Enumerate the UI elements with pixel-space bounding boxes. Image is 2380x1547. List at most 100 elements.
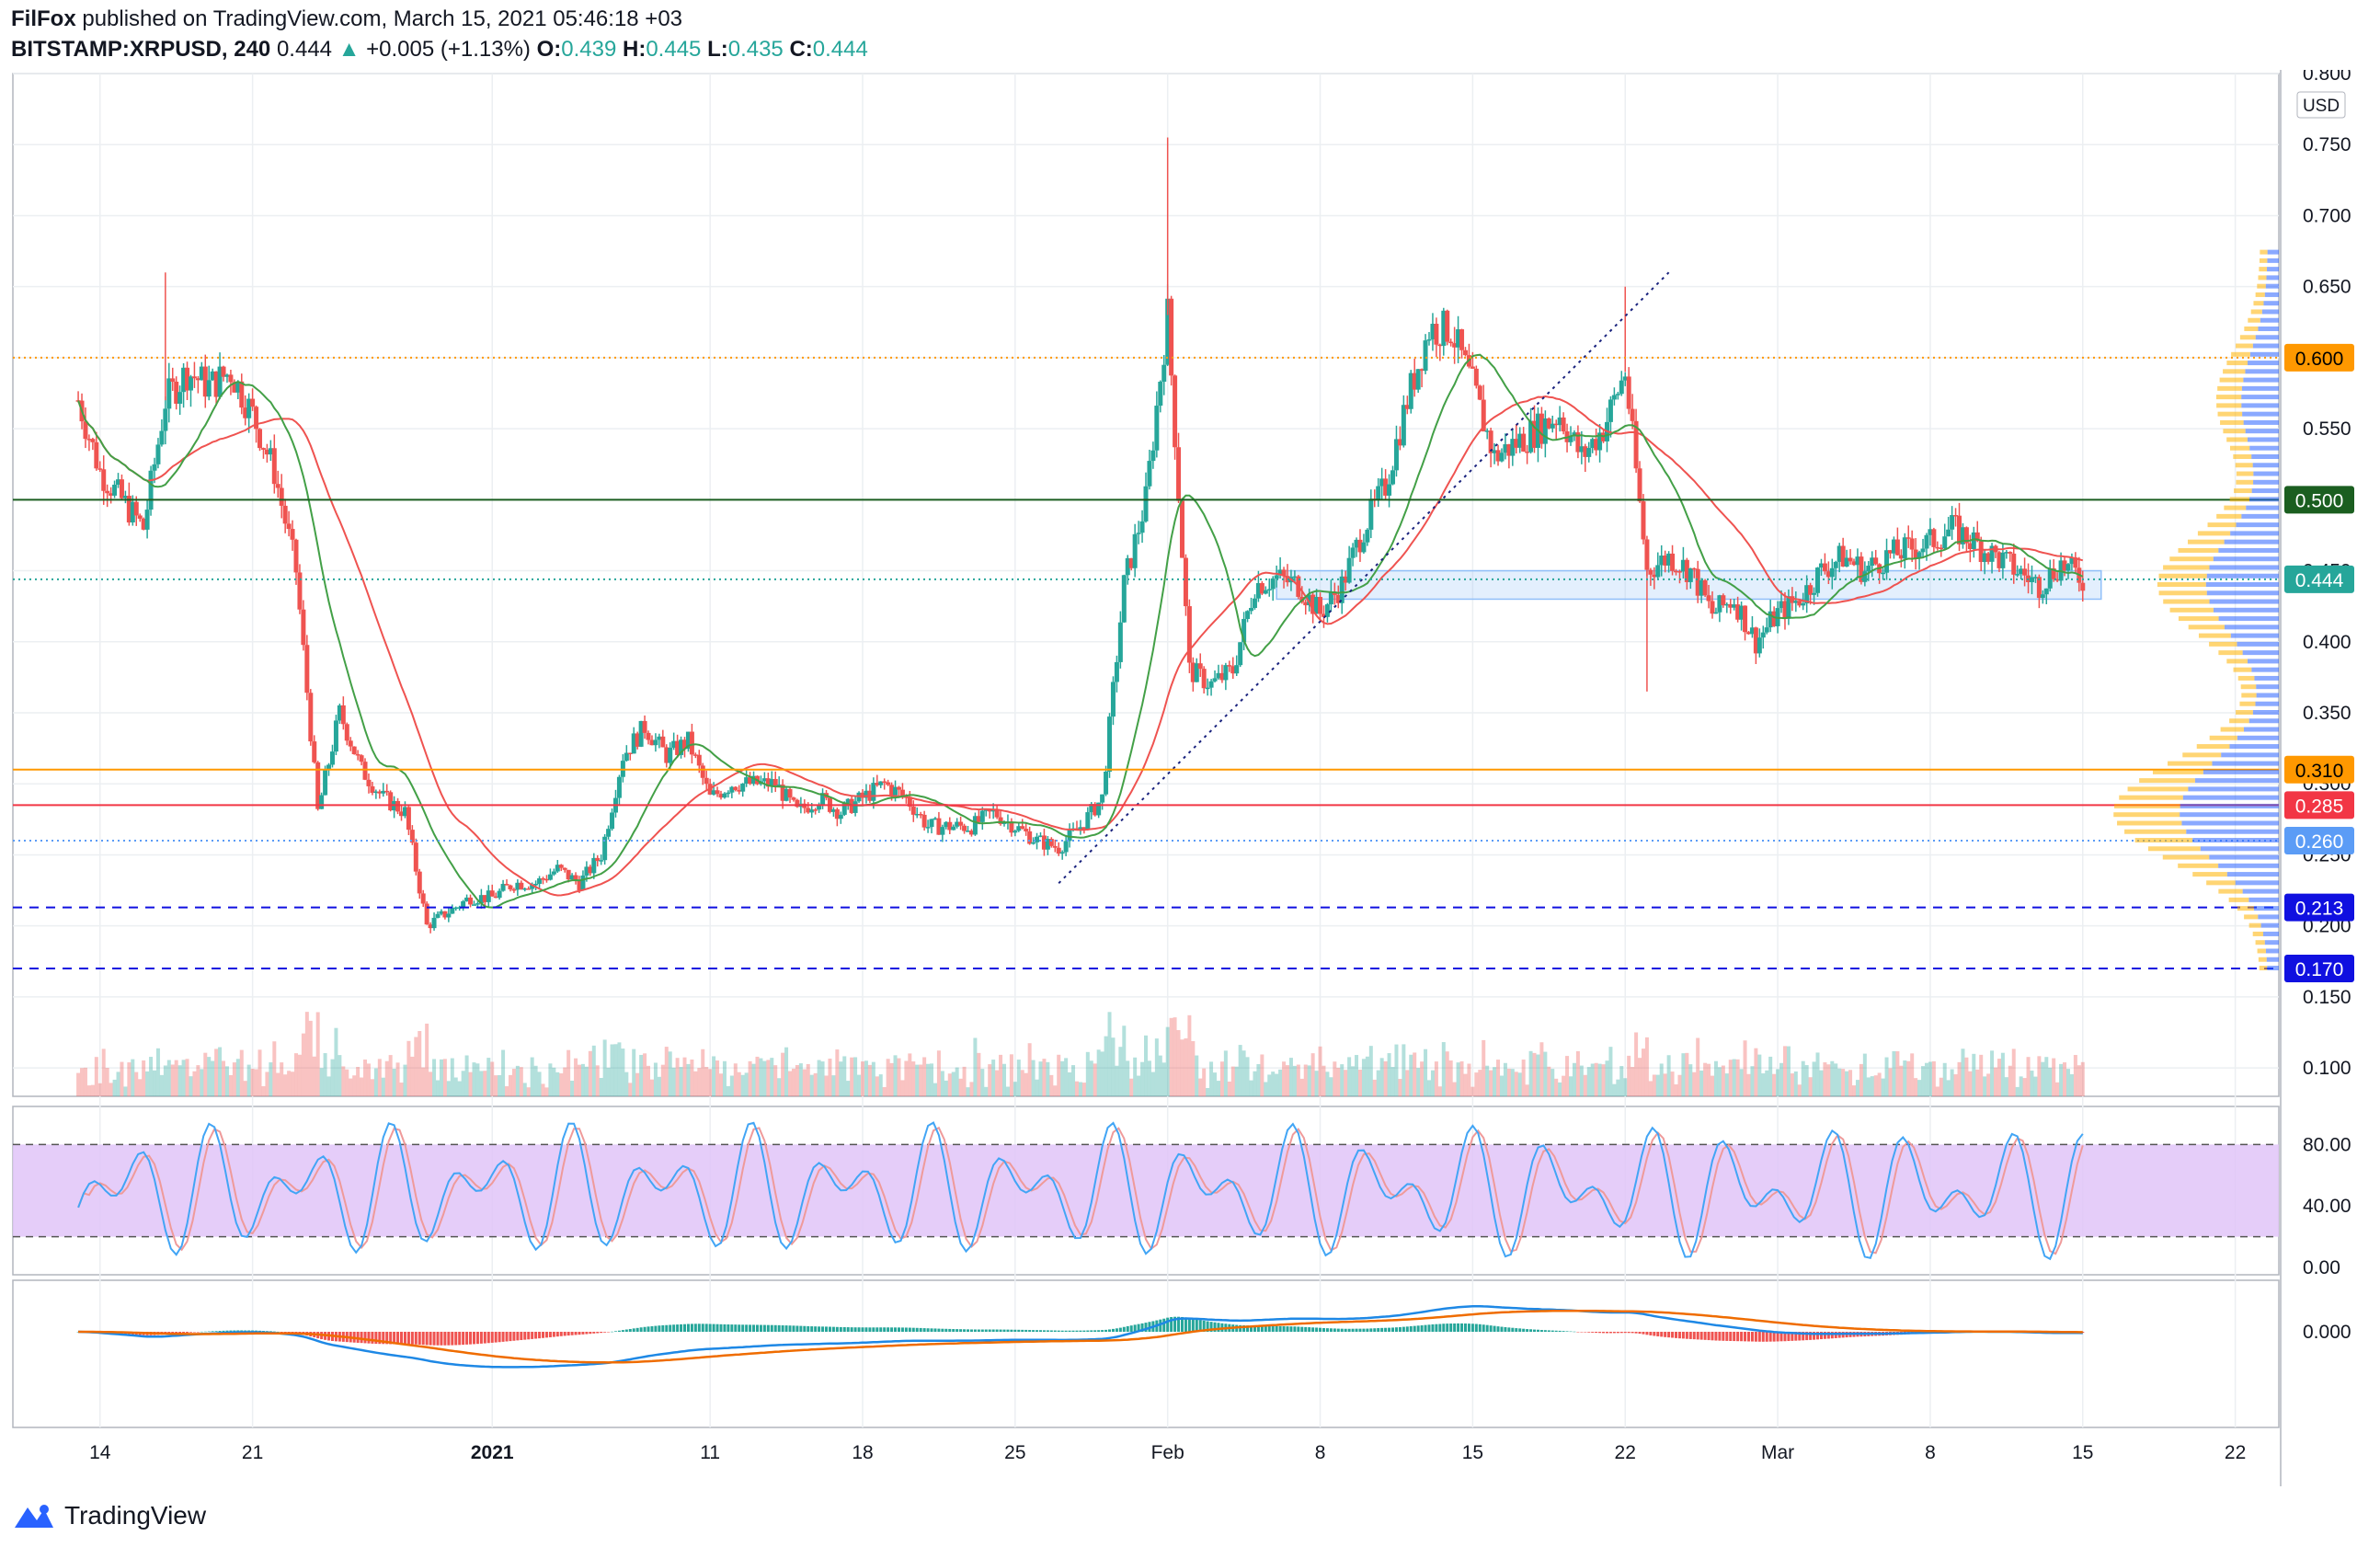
volume-profile-bar [2258, 327, 2279, 331]
volume-bar [1260, 1054, 1264, 1096]
volume-bar [2080, 1061, 2085, 1096]
macd-histogram-bar [1006, 1329, 1010, 1332]
volume-bar [1325, 1071, 1330, 1096]
macd-histogram-bar [498, 1332, 501, 1343]
volume-bar [377, 1059, 382, 1096]
macd-histogram-bar [1598, 1332, 1602, 1334]
candle-body [406, 807, 411, 831]
volume-bar [1939, 1077, 1943, 1096]
candle-body [1909, 538, 1915, 550]
macd-histogram-bar [229, 1330, 233, 1332]
macd-histogram-bar [1391, 1327, 1395, 1332]
candle-body [533, 883, 539, 886]
volume-bar [1815, 1052, 1820, 1096]
candle-body [998, 817, 1003, 824]
candle-body [1997, 552, 2002, 568]
volume-bar [1765, 1070, 1769, 1096]
candle-body [424, 903, 429, 925]
volume-bar [704, 1067, 709, 1096]
volume-profile-bar [2213, 607, 2279, 613]
volume-bar [1884, 1057, 1889, 1096]
volume-bar [1093, 1063, 1097, 1096]
volume-bar [740, 1074, 745, 1096]
candle-body [1848, 557, 1853, 562]
y-tick-label: 0.700 [2303, 205, 2351, 226]
volume-bar [668, 1051, 672, 1096]
volume-bar [682, 1057, 687, 1096]
candle-body [566, 869, 571, 880]
candle-body [282, 505, 288, 524]
volume-bar [1779, 1062, 1784, 1096]
macd-histogram-bar [1118, 1327, 1122, 1332]
candle-body [1125, 557, 1130, 576]
candle-body [1114, 661, 1119, 682]
volume-bar [1184, 1037, 1188, 1096]
volume-bar [2026, 1057, 2031, 1096]
macd-histogram-bar [1608, 1332, 1612, 1334]
macd-histogram-bar [1049, 1330, 1053, 1332]
volume-bar [1144, 1035, 1148, 1096]
volume-bar [1456, 1062, 1460, 1096]
macd-histogram-bar [1507, 1327, 1511, 1332]
candle-body [126, 496, 132, 523]
macd-histogram-bar [1776, 1332, 1779, 1342]
volume-bar [1627, 1055, 1631, 1096]
volume-bar [1663, 1073, 1667, 1096]
candle-body [116, 479, 121, 485]
candle-body [1550, 423, 1555, 429]
volume-bar [563, 1067, 567, 1096]
macd-histogram-bar [959, 1329, 963, 1332]
candle-body [921, 814, 927, 828]
price-chart[interactable]: 14 21 2021 11 18 25 Feb 8 15 22 Mar 8 15 220.8000.750… [0, 70, 2380, 1486]
candle-body [217, 366, 223, 397]
candle-body [599, 860, 604, 862]
volume-bar [406, 1040, 411, 1096]
macd-histogram-bar [908, 1327, 911, 1332]
volume-profile-bar [2237, 641, 2279, 647]
volume-profile-bar [2245, 369, 2279, 374]
volume-profile-bar [2237, 735, 2279, 740]
macd-histogram-bar [777, 1324, 781, 1332]
volume-profile-bar [2192, 838, 2279, 842]
volume-profile-bar [2213, 556, 2279, 562]
candle-body [1836, 545, 1842, 562]
volume-bar [2033, 1076, 2038, 1096]
candle-body [642, 720, 647, 733]
volume-bar [530, 1057, 534, 1096]
publisher-name[interactable]: FilFox [11, 6, 76, 31]
tradingview-logo-icon[interactable] [11, 1500, 55, 1531]
candle-body [1128, 557, 1134, 568]
volume-profile-bar [2114, 803, 2180, 808]
candle-body [1695, 568, 1700, 596]
volume-bar [2037, 1056, 2042, 1096]
volume-bar [1340, 1064, 1344, 1096]
macd-histogram-bar [1438, 1324, 1442, 1332]
volume-profile-bar [2236, 710, 2253, 715]
candle-body [2004, 552, 2009, 554]
volume-profile-bar [2168, 761, 2213, 766]
volume-bar [1641, 1049, 1645, 1096]
volume-profile-bar [2139, 778, 2195, 784]
macd-histogram-bar [483, 1332, 486, 1344]
macd-histogram-bar [654, 1325, 658, 1332]
volume-bar [533, 1065, 538, 1096]
volume-bar [1717, 1067, 1722, 1096]
volume-bar [246, 1064, 251, 1096]
volume-bar [1652, 1074, 1656, 1096]
tradingview-brand[interactable]: TradingView [64, 1501, 207, 1530]
volume-bar [388, 1055, 393, 1096]
volume-bar [1586, 1067, 1591, 1096]
volume-profile-bar [2200, 846, 2279, 852]
macd-histogram-bar [955, 1329, 959, 1332]
macd-histogram-bar [704, 1324, 708, 1332]
volume-profile-bar [2263, 931, 2279, 936]
candle-body [1169, 298, 1174, 376]
volume-profile-bar [2206, 590, 2279, 596]
stochastic-k-line [77, 1121, 2084, 1261]
volume-bar [1064, 1058, 1069, 1096]
volume-bar [1137, 1075, 1141, 1096]
macd-histogram-bar [1082, 1330, 1086, 1332]
macd-histogram-bar [963, 1329, 967, 1332]
candle-body [1506, 444, 1512, 456]
macd-histogram-bar [1761, 1332, 1765, 1342]
